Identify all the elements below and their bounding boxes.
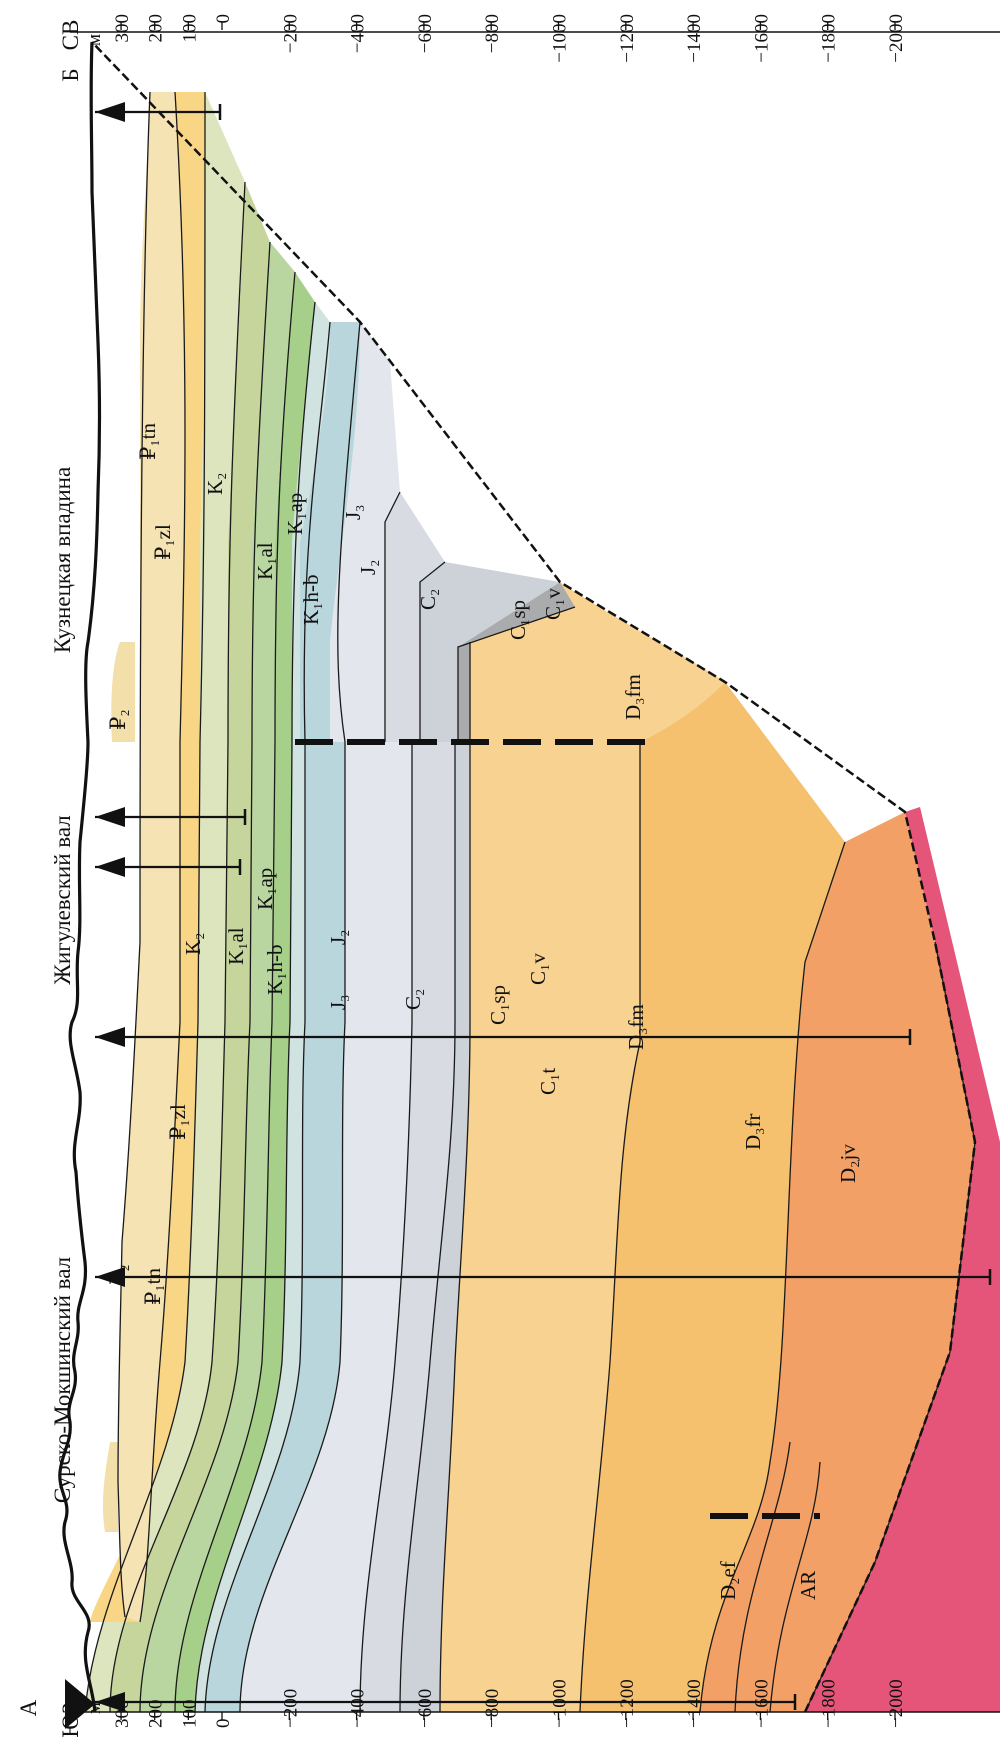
depth-tick-label-right: −1400	[684, 14, 705, 63]
label-C1sp-a: C₁sp	[486, 985, 510, 1025]
label-C1v-b: C₁v	[541, 588, 565, 620]
depth-tick-label-left: −400	[348, 1689, 369, 1728]
label-P1tn-b: ₽₁tn	[136, 422, 160, 460]
depth-tick-label-right: −1200	[617, 14, 638, 63]
depth-tick-label-left: −1000	[550, 1679, 571, 1728]
depth-tick-label-left: 300	[112, 1700, 133, 1729]
unit-C1v	[400, 562, 560, 1712]
label-J3-b: J₃	[341, 505, 365, 521]
label-K1al-a: K₁al	[224, 927, 248, 965]
label-P2-b: ₽₂	[106, 709, 130, 730]
depth-tick-label-right: −1800	[819, 14, 840, 63]
label-K1ap-a: K₁ap	[253, 868, 277, 910]
basement-boundary	[91, 41, 977, 1713]
depth-tick-label-right: 0	[213, 14, 234, 24]
label-K1hb-a: K₁h-b	[263, 945, 287, 995]
depth-tick-label-left: 100	[179, 1700, 200, 1729]
depth-tick-label-left: 200	[146, 1700, 167, 1729]
label-D3fm-b: D₃fm	[621, 674, 645, 720]
label-C2-a: C₂	[401, 989, 425, 1010]
well-1	[65, 1679, 797, 1729]
label-K2-a: K₂	[181, 933, 205, 956]
endpoint-start: А	[16, 1699, 41, 1716]
strata-labels: ₽₂ ₽₁tn ₽₁zl K₂ K₁al K₁ap K₁h-b J₃ J₂ C₂…	[106, 422, 860, 1600]
section-rotated	[58, 31, 1000, 1729]
label-C1v-a: C₁v	[526, 953, 550, 985]
depth-tick-label-left: 0	[213, 1719, 234, 1729]
unit-label-right: м	[84, 34, 105, 46]
depth-tick-label-right: −400	[348, 14, 369, 53]
depth-tick-label-left: −2000	[886, 1679, 907, 1728]
label-D3fr-a: D₃fr	[741, 1114, 765, 1150]
depth-tick-label-right: −1000	[550, 14, 571, 63]
unit-P2-upper	[102, 642, 136, 1532]
unit-J3	[195, 302, 330, 1712]
surface-topography	[58, 41, 102, 1713]
unit-K2	[85, 92, 245, 1712]
label-D3fm-a: D₃fm	[624, 1004, 648, 1050]
unit-label-left: м	[84, 1702, 105, 1714]
depth-tick-label-right: −1600	[751, 14, 772, 63]
depth-tick-label-right: −200	[280, 14, 301, 53]
unit-D3fr	[580, 682, 845, 1712]
unit-C2	[240, 322, 412, 1712]
headers: ЮЗ СВ А Б Сурско-Мокшинский вал Жигулевс…	[16, 20, 105, 1738]
well-3	[95, 1029, 912, 1045]
well-markers	[95, 102, 125, 1712]
depth-tick-label-left: −1600	[751, 1679, 772, 1728]
label-C1sp-b: C₁sp	[506, 600, 530, 640]
depth-tick-label-right: 300	[112, 14, 133, 43]
unit-K1hb	[175, 272, 315, 1712]
label-J2-a: J₂	[326, 930, 350, 946]
label-P2-a: ₽₂	[106, 1264, 130, 1285]
unit-P1zl	[90, 92, 205, 1622]
unit-J2	[205, 322, 360, 1712]
depth-tick-label-left: −1800	[819, 1679, 840, 1728]
structure-surko-mokshinsky: Сурско-Мокшинский вал	[50, 1257, 75, 1503]
structure-zhigulevsky: Жигулевский вал	[50, 815, 75, 984]
depth-tick-label-left: −200	[280, 1689, 301, 1728]
depth-tick-label-right: −800	[482, 14, 503, 53]
label-P1zl-b: ₽₁zl	[151, 524, 175, 560]
faults	[295, 739, 820, 1519]
depth-ticks: 300 300 200 200 100 100 0 0 −200 −200 −400 −400 −600…	[112, 14, 907, 1728]
depth-tick-label-left: −1200	[617, 1679, 638, 1728]
direction-sw: ЮЗ	[58, 1702, 83, 1737]
label-P1zl-a: ₽₁zl	[166, 1104, 190, 1140]
unit-AR	[805, 807, 1000, 1712]
depth-tick-label-right: −2000	[886, 14, 907, 63]
strata-fills	[85, 92, 1000, 1712]
label-AR-a: AR	[796, 1571, 820, 1600]
unit-D3fm	[440, 582, 725, 1712]
label-K1hb-b: K₁h-b	[299, 575, 323, 625]
label-J2-b: J₂	[356, 560, 380, 576]
label-K2-b: K₂	[203, 473, 227, 496]
label-K1ap-b: K₁ap	[283, 493, 307, 535]
depth-tick-label-left: −800	[482, 1689, 503, 1728]
direction-ne: СВ	[58, 20, 83, 51]
label-K1al-b: K₁al	[253, 542, 277, 580]
label-P1tn-a: ₽₁tn	[141, 1267, 165, 1305]
label-D2ef-a: D₂ef	[716, 1561, 740, 1600]
well-2	[95, 1269, 992, 1285]
depth-tick-label-right: 100	[179, 14, 200, 43]
unit-C1sp	[360, 492, 455, 1712]
structure-kuznetsk: Кузнецкая впадина	[50, 467, 75, 653]
label-D2jv-a: D₂jv	[836, 1144, 860, 1183]
label-C1t-a: C₁t	[536, 1068, 560, 1095]
label-J3-a: J₃	[326, 995, 350, 1011]
label-C2-b: C₂	[416, 589, 440, 610]
depth-tick-label-left: −1400	[684, 1679, 705, 1728]
wells	[65, 102, 992, 1729]
depth-tick-label-right: −600	[415, 14, 436, 53]
depth-tick-label-left: −600	[415, 1689, 436, 1728]
unit-K1ap	[140, 242, 295, 1712]
endpoint-end: Б	[58, 68, 83, 81]
depth-tick-label-right: 200	[146, 14, 167, 43]
